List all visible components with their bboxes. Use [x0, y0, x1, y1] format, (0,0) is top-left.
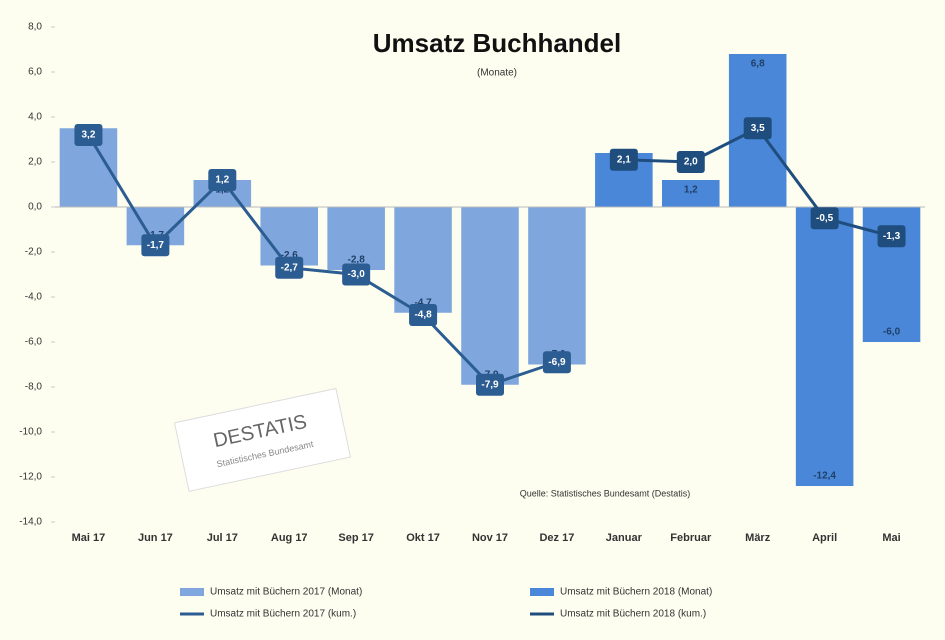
- x-tick-label: Okt 17: [406, 532, 440, 544]
- line-value-label: -3,0: [348, 269, 366, 280]
- line-value-label: -1,7: [147, 240, 165, 251]
- y-tick-label: -10,0: [19, 427, 42, 438]
- x-tick-label: Februar: [670, 532, 712, 544]
- bar-value-label: -4,7: [414, 297, 432, 308]
- x-tick-label: Januar: [606, 532, 643, 544]
- chart-title: Umsatz Buchhandel: [373, 28, 622, 58]
- line-value-label: 2,0: [684, 157, 698, 168]
- line-label-box: [810, 207, 839, 230]
- line-value-label: -4,8: [414, 310, 432, 321]
- line-value-label: -2,7: [281, 262, 299, 273]
- watermark: DESTATIS Statistisches Bundesamt: [173, 387, 352, 492]
- line-value-label: 1,2: [215, 175, 229, 186]
- line-label-box: [542, 351, 571, 374]
- x-tick-label: Nov 17: [472, 532, 508, 544]
- line-label-box: [676, 151, 705, 173]
- line-value-label: -1,3: [883, 231, 901, 242]
- line-label-box: [141, 234, 170, 257]
- bar-value-label: -2,8: [348, 255, 366, 266]
- y-tick-label: 4,0: [28, 112, 42, 123]
- y-tick-label: -6,0: [25, 337, 43, 348]
- x-tick-label: April: [812, 532, 837, 544]
- line-label-box: [208, 169, 237, 191]
- bar-value-label: 6,8: [751, 59, 765, 70]
- bar-value-label: -6,0: [883, 327, 901, 338]
- bar: [327, 207, 385, 270]
- bar-value-label: 1,2: [684, 185, 698, 196]
- bar-value-label: -12,4: [813, 471, 836, 482]
- y-tick-label: 0,0: [28, 202, 42, 213]
- y-tick-label: 8,0: [28, 22, 42, 33]
- y-tick-label: -2,0: [25, 247, 43, 258]
- legend-label: Umsatz mit Büchern 2018 (kum.): [560, 609, 706, 620]
- legend-label: Umsatz mit Büchern 2018 (Monat): [560, 587, 712, 598]
- bar: [461, 207, 519, 385]
- legend-swatch: [180, 588, 204, 596]
- x-tick-label: Mai: [882, 532, 900, 544]
- line-label-box: [476, 373, 504, 396]
- legend-swatch: [530, 588, 554, 596]
- x-tick-label: Aug 17: [271, 532, 308, 544]
- line-label-box: [74, 124, 103, 146]
- line-label-box: [877, 225, 906, 248]
- x-tick-label: Jul 17: [207, 532, 238, 544]
- x-tick-label: Jun 17: [138, 532, 173, 544]
- bar: [394, 207, 452, 313]
- bar: [661, 180, 720, 207]
- source-note: Quelle: Statistisches Bundesamt (Destati…: [520, 488, 691, 498]
- chart-subtitle: (Monate): [477, 68, 517, 79]
- bar: [260, 207, 319, 266]
- y-tick-label: -12,0: [19, 472, 42, 483]
- bar: [795, 207, 854, 486]
- bar: [528, 207, 586, 365]
- line-value-label: 3,5: [751, 123, 765, 134]
- line-label-box: [342, 263, 371, 286]
- y-tick-label: -8,0: [25, 382, 43, 393]
- watermark-box: [173, 387, 352, 492]
- bar-value-label: -2,6: [281, 250, 299, 261]
- y-tick-label: -14,0: [19, 517, 42, 528]
- y-tick-label: 2,0: [28, 157, 42, 168]
- line-label-box: [743, 117, 772, 140]
- line-value-label: 3,2: [82, 130, 96, 141]
- x-tick-label: März: [745, 532, 771, 544]
- x-tick-label: Mai 17: [72, 532, 106, 544]
- line-label-box: [275, 256, 304, 279]
- line-label-box: [609, 148, 638, 171]
- line-value-label: -7,9: [481, 379, 499, 390]
- line-value-label: -0,5: [816, 213, 834, 224]
- line-label-box: [409, 304, 438, 326]
- legend-label: Umsatz mit Büchern 2017 (Monat): [210, 587, 362, 598]
- x-tick-label: Dez 17: [539, 532, 574, 544]
- line-value-label: 2,1: [617, 154, 631, 165]
- line-value-label: -6,9: [548, 357, 566, 368]
- legend-label: Umsatz mit Büchern 2017 (kum.): [210, 609, 356, 620]
- x-tick-label: Sep 17: [338, 532, 373, 544]
- y-tick-label: 6,0: [28, 67, 42, 78]
- y-tick-label: -4,0: [25, 292, 43, 303]
